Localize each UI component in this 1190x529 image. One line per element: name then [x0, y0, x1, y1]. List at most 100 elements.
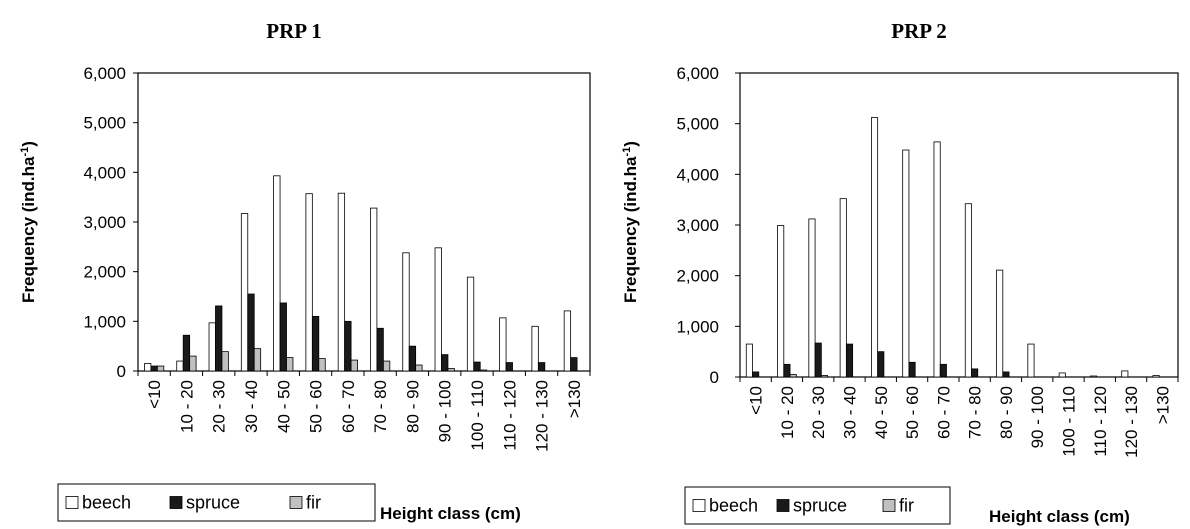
legend-swatch-beech — [692, 499, 706, 512]
bar-beech — [370, 207, 378, 372]
x-tick-label: 100 - 110 — [1060, 386, 1079, 457]
bar-beech — [563, 310, 572, 372]
bar-spruce — [537, 362, 546, 372]
x-tick-label: 10 - 20 — [177, 380, 196, 433]
bar-beech — [1027, 343, 1035, 378]
x-tick-label: 50 - 60 — [903, 386, 922, 439]
x-tick-label: >130 — [1153, 386, 1172, 424]
y-tick-label: 0 — [710, 368, 719, 387]
legend: beech spruce fir — [684, 486, 951, 525]
x-tick-label: 70 - 80 — [371, 380, 390, 433]
bar-spruce — [408, 345, 417, 372]
x-tick-label: 110 - 120 — [1091, 386, 1110, 457]
bar-spruce — [279, 302, 287, 372]
bar-spruce — [441, 354, 449, 372]
bar-spruce — [570, 357, 578, 372]
bar-beech — [337, 192, 346, 372]
y-tick-label: 6,000 — [676, 64, 719, 83]
y-axis-label: Frequency (ind.ha-1) — [19, 141, 38, 303]
bar-beech — [1152, 375, 1160, 378]
y-tick-label: 2,000 — [83, 263, 126, 282]
y-tick-label: 5,000 — [83, 114, 126, 133]
y-tick-label: 3,000 — [83, 213, 126, 232]
bar-beech — [466, 276, 475, 372]
bar-spruce — [311, 315, 320, 372]
bar-beech — [305, 193, 313, 372]
y-tick-label: 5,000 — [676, 115, 719, 134]
bar-spruce — [247, 293, 255, 372]
bar-spruce — [344, 320, 352, 372]
bar-fir — [382, 360, 391, 372]
legend-label-beech: beech — [709, 496, 758, 516]
legend-box — [57, 483, 376, 522]
legend-swatch-fir — [882, 499, 896, 512]
bar-spruce — [845, 343, 854, 378]
x-tick-label: 20 - 30 — [210, 380, 229, 433]
y-tick-label: 3,000 — [676, 216, 719, 235]
chart-title: PRP 1 — [266, 19, 321, 43]
legend-swatch-fir — [289, 496, 303, 509]
x-tick-label: 80 - 90 — [403, 380, 422, 433]
bar-spruce — [376, 327, 384, 372]
bar-beech — [777, 225, 785, 378]
bar-beech — [808, 218, 816, 378]
x-tick-label: 40 - 50 — [872, 386, 891, 439]
x-tick-label: 90 - 100 — [436, 380, 455, 442]
bar-fir — [415, 364, 423, 372]
bar-spruce — [182, 334, 191, 372]
y-tick-label: 4,000 — [676, 165, 719, 184]
bar-spruce — [814, 342, 822, 378]
y-tick-label: 6,000 — [83, 64, 126, 83]
bar-beech — [531, 325, 539, 372]
x-tick-label: 20 - 30 — [809, 386, 828, 439]
y-tick-label: 2,000 — [676, 267, 719, 286]
bar-spruce — [473, 361, 481, 372]
bar-beech — [839, 198, 847, 378]
y-tick-label: 0 — [117, 362, 126, 381]
bar-beech — [434, 247, 442, 372]
bar-beech — [273, 175, 281, 372]
x-tick-label: 70 - 80 — [966, 386, 985, 439]
x-tick-label: 90 - 100 — [1028, 386, 1047, 448]
chart-panel-1: PRP 1 0 1,000 2,000 3,000 4,000 5,000 6,000 Freq… — [19, 19, 591, 523]
bar-fir — [820, 375, 828, 378]
bar-fir — [318, 358, 326, 372]
bar-beech — [933, 141, 941, 378]
bar-spruce — [215, 305, 223, 372]
bar-beech — [176, 360, 184, 372]
x-tick-label: 50 - 60 — [307, 380, 326, 433]
y-axis-label: Frequency (ind.ha-1) — [621, 141, 640, 303]
bar-beech — [1090, 375, 1098, 378]
x-tick-label: <10 — [747, 386, 766, 415]
bar-beech — [1121, 370, 1129, 378]
legend-label-fir: fir — [899, 496, 914, 516]
x-tick-label: 60 - 70 — [934, 386, 953, 439]
x-tick-label: 80 - 90 — [997, 386, 1016, 439]
bar-beech — [499, 317, 507, 372]
bar-spruce — [939, 363, 947, 378]
bar-spruce — [1002, 371, 1010, 378]
bar-fir — [447, 368, 455, 372]
legend-label-beech: beech — [82, 493, 131, 513]
legend-label-fir: fir — [306, 493, 321, 513]
chart-title: PRP 2 — [891, 19, 946, 43]
bar-beech — [1058, 372, 1066, 378]
bar-fir — [286, 357, 294, 372]
x-tick-label: 40 - 50 — [274, 380, 293, 433]
chart-panel-2: PRP 2 0 1,000 2,000 3,000 4,000 5,000 6,000 Freq… — [621, 19, 1179, 526]
bar-beech — [964, 203, 972, 378]
bar-beech — [871, 117, 879, 378]
bar-beech — [745, 343, 753, 378]
x-tick-label: 110 - 120 — [500, 380, 519, 451]
x-tick-label: 100 - 110 — [468, 380, 487, 451]
bar-spruce — [752, 371, 760, 378]
bar-fir — [221, 351, 229, 372]
bar-spruce — [877, 351, 885, 378]
bar-fir — [350, 359, 358, 372]
x-tick-label: <10 — [145, 380, 164, 409]
bar-beech — [240, 213, 249, 372]
bar-fir — [789, 374, 797, 378]
plot-area — [137, 72, 591, 372]
bar-fir — [479, 369, 488, 372]
